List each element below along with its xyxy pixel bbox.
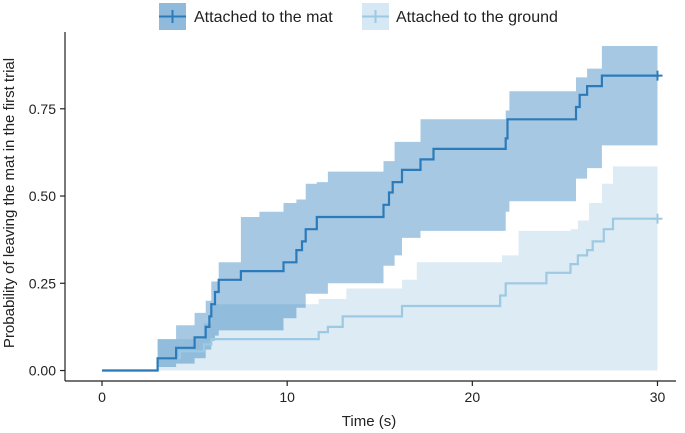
y-axis-title: Probability of leaving the mat in the fi…: [1, 58, 18, 348]
legend-item-mat[interactable]: Attached to the mat: [159, 3, 333, 30]
survival-line-mat: [102, 74, 658, 372]
legend-label-ground: Attached to the ground: [396, 9, 558, 26]
confidence-band-mat: [157, 46, 658, 371]
confidence-band-ground: [157, 166, 658, 371]
legend-label-mat: Attached to the mat: [194, 9, 333, 26]
y-tick-label: 0.50: [29, 188, 56, 204]
y-tick-label: 0.00: [29, 363, 56, 379]
confidence-bands: [157, 46, 658, 371]
y-tick-label: 0.75: [29, 101, 56, 117]
legend-item-ground[interactable]: Attached to the ground: [362, 3, 558, 30]
x-tick-label: 10: [279, 389, 295, 405]
x-ticks: 0 10 20 30: [98, 381, 665, 405]
censor-marker-ground: [652, 213, 663, 224]
x-tick-label: 20: [465, 389, 481, 405]
y-tick-label: 0.25: [29, 275, 56, 291]
x-tick-label: 30: [650, 389, 666, 405]
legend: Attached to the mat Attached to the grou…: [159, 3, 558, 30]
x-axis-title: Time (s): [342, 413, 396, 430]
x-tick-label: 0: [98, 389, 106, 405]
y-ticks: 0.00 0.25 0.50 0.75: [29, 101, 65, 379]
censor-marker-mat: [652, 70, 663, 81]
survival-lines: [102, 70, 663, 372]
axes: [64, 32, 676, 382]
survival-line-ground: [102, 217, 658, 372]
